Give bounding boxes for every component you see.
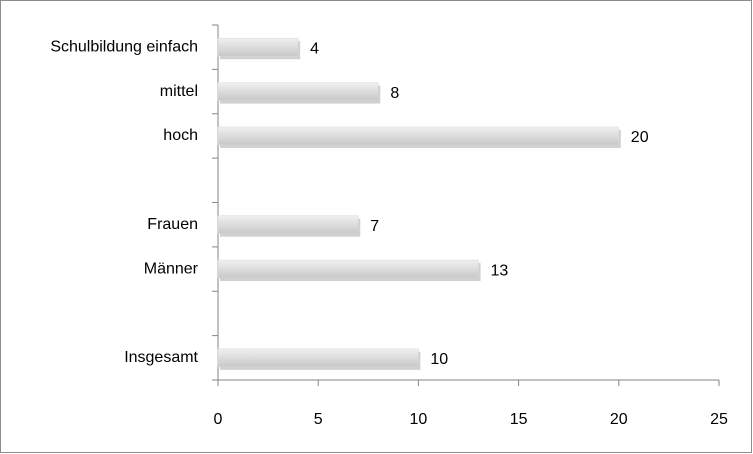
bar: [217, 259, 479, 279]
y-tick-label: mittel: [160, 83, 198, 100]
bar: [217, 126, 620, 146]
data-label: 13: [491, 262, 509, 279]
data-label: 4: [310, 40, 319, 57]
bar: [217, 215, 359, 234]
x-tick-label: 15: [510, 411, 528, 428]
data-label: 7: [370, 218, 379, 235]
bar: [217, 348, 419, 368]
x-tick-label: 20: [610, 411, 628, 428]
x-tick-label: 10: [410, 411, 428, 428]
y-tick-label: hoch: [163, 127, 198, 144]
data-label: 20: [631, 129, 649, 146]
bar: [217, 37, 299, 57]
bar: [217, 82, 379, 101]
y-tick-label: Frauen: [147, 216, 198, 233]
x-tick-label: 5: [314, 411, 323, 428]
y-tick-label: Männer: [144, 260, 199, 277]
x-tick-label: 0: [214, 411, 223, 428]
x-tick-label: 25: [710, 411, 728, 428]
data-label: 8: [390, 85, 399, 102]
y-tick-label: Schulbildung einfach: [50, 38, 198, 55]
data-label: 10: [430, 351, 448, 368]
y-tick-label: Insgesamt: [124, 349, 198, 366]
